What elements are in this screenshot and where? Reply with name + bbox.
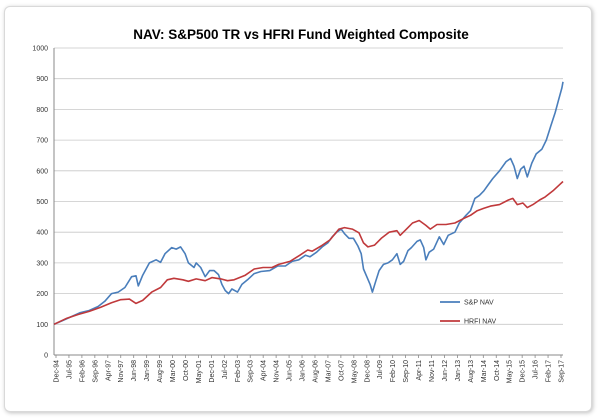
chart-title: NAV: S&P500 TR vs HFRI Fund Weighted Com… (133, 27, 469, 42)
x-tick-label: Sep-10 (403, 360, 410, 383)
y-tick-label: 900 (36, 76, 48, 83)
x-tick-label: Jul-02 (222, 360, 229, 379)
x-tick-label: Feb-10 (390, 360, 397, 382)
y-tick-label: 400 (36, 230, 48, 237)
x-tick-label: Jan-99 (144, 360, 151, 382)
x-tick-label: Apr-11 (416, 360, 423, 381)
x-tick-label: Jan-06 (300, 360, 307, 382)
x-tick-label: Sep-96 (92, 360, 99, 383)
x-tick-label: Feb-17 (546, 360, 553, 382)
chart-frame (4, 6, 592, 412)
legend-label: HRFI NAV (464, 319, 496, 326)
y-tick-label: 200 (36, 291, 48, 298)
x-tick-label: Jan-13 (455, 360, 462, 382)
x-tick-label: Apr-04 (261, 360, 268, 381)
x-tick-label: Oct-14 (494, 360, 501, 381)
legend-label: S&P NAV (464, 300, 494, 307)
x-tick-label: Nov-11 (429, 360, 436, 382)
x-tick-label: Jul-95 (66, 360, 73, 379)
y-tick-label: 500 (36, 199, 48, 206)
x-tick-label: Nov-97 (118, 360, 125, 383)
x-tick-label: Jul-16 (533, 360, 540, 379)
x-tick-label: Mar-07 (325, 360, 332, 382)
y-tick-label: 600 (36, 168, 48, 175)
y-tick-label: 1000 (32, 46, 48, 53)
x-tick-label: Feb-96 (79, 360, 86, 382)
y-tick-label: 100 (36, 322, 48, 329)
y-tick-label: 700 (36, 138, 48, 145)
x-tick-label: Dec-15 (520, 360, 527, 383)
x-tick-label: May-15 (507, 360, 514, 383)
x-tick-label: Nov-04 (274, 360, 281, 383)
x-tick-label: Jun-05 (287, 360, 294, 382)
x-tick-label: Dec-94 (54, 360, 61, 383)
x-tick-label: Dec-01 (209, 360, 216, 383)
y-tick-label: 0 (44, 353, 48, 360)
x-tick-label: Aug-13 (468, 360, 475, 383)
x-tick-label: Apr-97 (105, 360, 112, 381)
y-tick-label: 800 (36, 107, 48, 114)
x-tick-label: Mar-14 (481, 360, 488, 382)
x-tick-label: Jun-12 (442, 360, 449, 382)
x-tick-label: Sep-03 (248, 360, 255, 383)
y-tick-label: 300 (36, 260, 48, 267)
x-tick-label: Aug-06 (312, 360, 319, 383)
x-tick-label: Mar-00 (170, 360, 177, 382)
x-tick-label: May-01 (196, 360, 203, 383)
x-tick-label: Oct-07 (338, 360, 345, 381)
x-tick-label: Sep-17 (559, 360, 566, 383)
series-line-hrfi-nav (53, 180, 564, 326)
x-tick-label: Jun-98 (131, 360, 138, 382)
x-tick-label: Feb-03 (235, 360, 242, 382)
series-line-s-p-nav (53, 81, 564, 326)
x-tick-label: Aug-99 (157, 360, 164, 383)
x-tick-label: Jul-09 (377, 360, 384, 379)
x-tick-label: Dec-08 (364, 360, 371, 383)
x-tick-label: Oct-00 (183, 360, 190, 381)
x-tick-label: May-08 (351, 360, 358, 383)
